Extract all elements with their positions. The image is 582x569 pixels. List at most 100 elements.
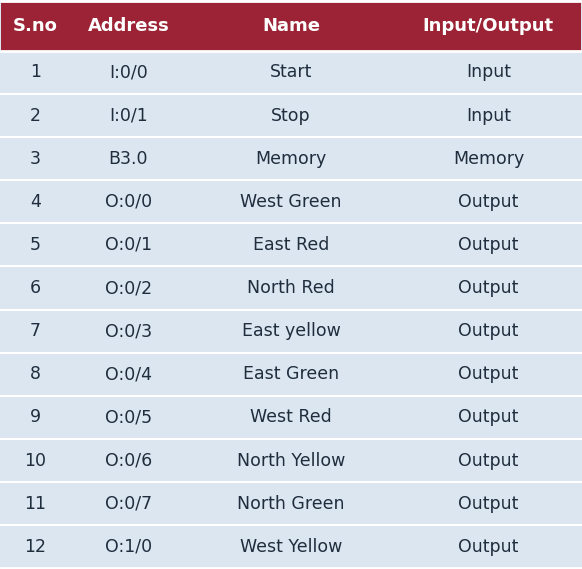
Bar [70,1,186,51]
Text: 3: 3 [30,150,41,168]
Text: North Red: North Red [247,279,335,297]
Text: B3.0: B3.0 [109,150,148,168]
Bar [70,439,186,482]
Bar [1,224,70,266]
Text: Output: Output [458,409,519,426]
Text: 1: 1 [30,64,41,81]
Text: Output: Output [458,452,519,469]
Text: Input: Input [466,64,511,81]
Text: Output: Output [458,494,519,513]
Text: North Green: North Green [237,494,345,513]
Bar [70,310,186,353]
Bar [396,51,581,94]
Text: 8: 8 [30,365,41,384]
Bar [1,353,70,396]
Text: West Yellow: West Yellow [240,538,342,556]
Text: East Green: East Green [243,365,339,384]
Text: Output: Output [458,193,519,211]
Bar [186,439,396,482]
Bar [396,439,581,482]
Bar [1,137,70,180]
Bar [70,51,186,94]
Text: Memory: Memory [453,150,524,168]
Text: Output: Output [458,365,519,384]
Text: O:0/0: O:0/0 [105,193,152,211]
Bar [1,94,70,137]
Text: O:0/6: O:0/6 [105,452,152,469]
Bar [396,525,581,568]
Bar [70,525,186,568]
Text: O:1/0: O:1/0 [105,538,152,556]
Bar [70,482,186,525]
Bar [186,525,396,568]
Bar [186,396,396,439]
Bar [186,51,396,94]
Bar [396,94,581,137]
Bar [186,94,396,137]
Bar [396,396,581,439]
Bar [70,353,186,396]
Bar [1,180,70,224]
Bar [1,482,70,525]
Bar [1,525,70,568]
Text: Name: Name [262,17,320,35]
Text: I:0/0: I:0/0 [109,64,148,81]
Bar [70,396,186,439]
Text: O:0/7: O:0/7 [105,494,152,513]
Bar [70,266,186,310]
Text: 7: 7 [30,322,41,340]
Text: I:0/1: I:0/1 [109,106,148,125]
Bar [70,224,186,266]
Text: Input/Output: Input/Output [423,17,554,35]
Bar [186,266,396,310]
Text: Start: Start [270,64,312,81]
Text: O:0/1: O:0/1 [105,236,152,254]
Text: 2: 2 [30,106,41,125]
Bar [186,180,396,224]
Text: North Yellow: North Yellow [237,452,345,469]
Text: O:0/2: O:0/2 [105,279,152,297]
Text: East yellow: East yellow [242,322,340,340]
Bar [1,310,70,353]
Bar [1,439,70,482]
Bar [396,137,581,180]
Bar [186,310,396,353]
Bar [396,180,581,224]
Text: 12: 12 [24,538,47,556]
Text: Output: Output [458,279,519,297]
Bar [396,310,581,353]
Bar [396,266,581,310]
Text: Output: Output [458,322,519,340]
Bar [1,266,70,310]
Bar [186,353,396,396]
Bar [186,137,396,180]
Text: Output: Output [458,236,519,254]
Text: East Red: East Red [253,236,329,254]
Text: 9: 9 [30,409,41,426]
Text: O:0/5: O:0/5 [105,409,152,426]
Text: S.no: S.no [13,17,58,35]
Bar [396,482,581,525]
Text: West Green: West Green [240,193,342,211]
Text: 10: 10 [24,452,47,469]
Text: Input: Input [466,106,511,125]
Bar [396,1,581,51]
Text: O:0/4: O:0/4 [105,365,152,384]
Text: Stop: Stop [271,106,311,125]
Text: Output: Output [458,538,519,556]
Text: O:0/3: O:0/3 [105,322,152,340]
Bar [1,51,70,94]
Bar [396,224,581,266]
Text: 4: 4 [30,193,41,211]
Bar [70,180,186,224]
Text: 5: 5 [30,236,41,254]
Bar [396,353,581,396]
Text: 11: 11 [24,494,47,513]
Bar [186,224,396,266]
Bar [70,137,186,180]
Bar [1,1,70,51]
Bar [186,1,396,51]
Bar [70,94,186,137]
Text: 6: 6 [30,279,41,297]
Bar [1,396,70,439]
